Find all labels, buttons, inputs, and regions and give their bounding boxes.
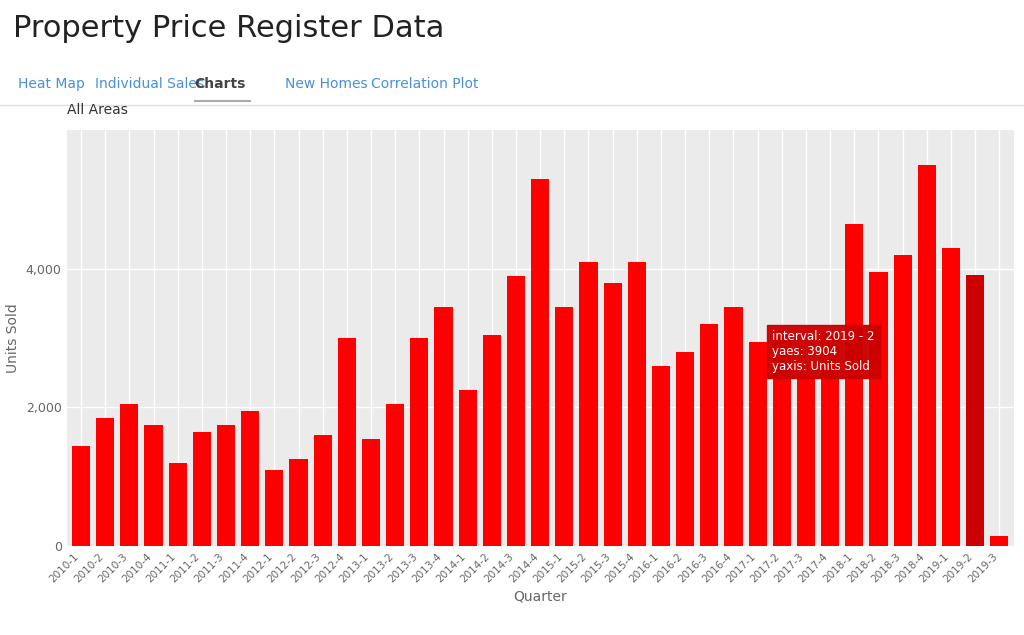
Bar <box>942 248 959 546</box>
Bar <box>894 255 911 546</box>
Bar <box>313 435 332 546</box>
Text: All Areas: All Areas <box>67 104 127 117</box>
Bar <box>290 460 307 546</box>
Bar <box>459 390 477 546</box>
Bar <box>918 165 936 546</box>
Bar <box>676 352 694 546</box>
Bar <box>749 342 767 546</box>
Bar <box>265 470 284 546</box>
Bar <box>411 338 428 546</box>
Bar <box>121 404 138 546</box>
Bar <box>217 425 236 546</box>
Bar <box>555 307 573 546</box>
Bar <box>724 307 742 546</box>
Bar <box>700 324 719 546</box>
Bar <box>869 272 888 546</box>
Bar <box>845 224 863 546</box>
Text: Property Price Register Data: Property Price Register Data <box>13 14 444 43</box>
Bar <box>603 283 622 546</box>
Text: interval: 2019 - 2
yaes: 3904
yaxis: Units Sold: interval: 2019 - 2 yaes: 3904 yaxis: Uni… <box>772 330 874 373</box>
Bar <box>241 411 259 546</box>
Text: Individual Sales: Individual Sales <box>95 77 204 91</box>
Bar <box>96 418 115 546</box>
Bar <box>169 463 186 546</box>
Text: Charts: Charts <box>195 77 246 91</box>
Text: New Homes: New Homes <box>285 77 368 91</box>
Y-axis label: Units Sold: Units Sold <box>6 304 20 373</box>
Text: Correlation Plot: Correlation Plot <box>371 77 478 91</box>
Bar <box>482 335 501 546</box>
Bar <box>72 446 90 546</box>
Bar <box>434 307 453 546</box>
Text: Heat Map: Heat Map <box>18 77 85 91</box>
Bar <box>628 262 646 546</box>
Bar <box>773 335 791 546</box>
Bar <box>193 432 211 546</box>
Bar <box>531 178 549 546</box>
Bar <box>966 276 984 546</box>
Bar <box>144 425 163 546</box>
Bar <box>507 276 525 546</box>
Bar <box>797 377 815 546</box>
Bar <box>821 335 840 546</box>
Bar <box>338 338 356 546</box>
Bar <box>386 404 404 546</box>
Bar <box>990 536 1009 546</box>
X-axis label: Quarter: Quarter <box>513 589 567 604</box>
Bar <box>652 366 670 546</box>
Bar <box>580 262 598 546</box>
Bar <box>361 439 380 546</box>
